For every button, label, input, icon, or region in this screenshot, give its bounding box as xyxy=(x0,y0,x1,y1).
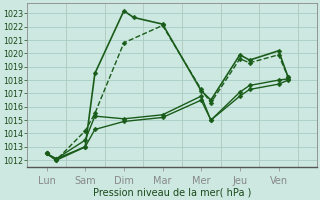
X-axis label: Pression niveau de la mer( hPa ): Pression niveau de la mer( hPa ) xyxy=(93,187,252,197)
